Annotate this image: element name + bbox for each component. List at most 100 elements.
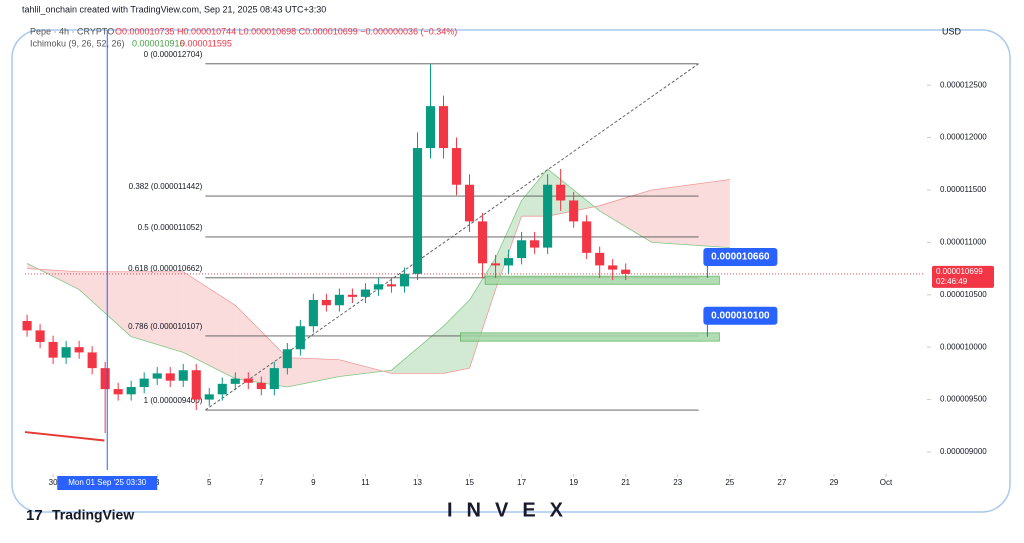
y-tick-label: 0.000012000 (940, 133, 987, 142)
candle-body (412, 148, 423, 274)
fib-label: 0.618 (0.000010662) (128, 264, 203, 273)
x-tick-label: 3 (155, 478, 160, 487)
candle-body (321, 300, 331, 306)
cloud-segment (339, 359, 392, 377)
cursor-box (57, 476, 158, 490)
fib-label: 0.382 (0.000011442) (129, 182, 203, 191)
x-tick-label: 15 (465, 478, 474, 487)
y-tick-label: 0.000012500 (940, 80, 987, 89)
cloud-segment (495, 200, 522, 290)
candle-body (61, 347, 71, 358)
candle-body (230, 378, 240, 384)
x-tick-label: 27 (777, 478, 786, 487)
x-tick-label: 23 (673, 478, 682, 487)
cloud-segment (131, 271, 184, 353)
candle-body (308, 300, 318, 327)
candle-body (595, 252, 605, 266)
x-tick-label: 9 (311, 478, 316, 487)
fib-label: 0.5 (0.000011052) (138, 223, 203, 232)
candle-body (517, 240, 527, 259)
candle-body (491, 263, 501, 266)
y-tick-label: 0.000011000 (940, 237, 987, 246)
indicator-value: 0.000011595 (180, 38, 232, 48)
frame (11, 29, 1011, 513)
candle-body (425, 106, 436, 149)
x-tick-label: 11 (361, 478, 370, 487)
zone (460, 332, 720, 342)
x-tick-label: 29 (829, 478, 838, 487)
candle-body (165, 373, 175, 381)
candle-body (295, 326, 305, 350)
logo-mark: 17 (26, 507, 43, 524)
cursor-label: Mon 01 Sep '25 03:30 (68, 478, 147, 487)
cloud-line (26, 168, 730, 388)
candle-body (386, 284, 397, 287)
cloud-segment (651, 179, 730, 248)
candle-body (48, 341, 58, 358)
candle-body (530, 240, 540, 248)
zone-callout (703, 248, 778, 267)
y-tick-label: 0.000010500 (940, 290, 987, 299)
drawn-line (24, 431, 105, 442)
candle-body (256, 382, 266, 390)
candle-body (334, 294, 344, 306)
candle-body (464, 184, 475, 222)
candle-body (217, 383, 227, 395)
fib-label: 0 (0.000012704) (144, 50, 203, 59)
fib-label: 0.786 (0.000010107) (128, 322, 203, 331)
x-tick-label: 17 (517, 478, 526, 487)
currency: USD (942, 26, 962, 36)
cloud-segment (599, 189, 652, 243)
fib-label: 1 (0.000009400) (144, 396, 203, 405)
countdown: 02:46:49 (936, 277, 968, 286)
candle-body (608, 265, 618, 270)
zone-callout (703, 306, 778, 325)
candle-body (451, 148, 462, 185)
candle-body (543, 184, 553, 248)
x-tick-label: 19 (569, 478, 578, 487)
last-price-label: 0.000010699 (936, 267, 983, 276)
candle-body (35, 330, 45, 342)
candle-body (126, 386, 136, 395)
symbol: Pepe · 4h · CRYPTO (30, 26, 114, 36)
candle-body (347, 294, 357, 297)
candle-body (100, 368, 110, 390)
candle-body (152, 373, 162, 379)
indicator-value: 0.000010916 (132, 38, 185, 48)
ohlc: O0.000010735 H0.000010744 L0.000010698 C… (115, 26, 457, 36)
author-line: tahlil_onchain created with TradingView.… (22, 4, 326, 14)
candle-body (373, 284, 383, 290)
logo-text: TradingView (52, 507, 134, 523)
x-tick-label: 13 (413, 478, 422, 487)
indicator: Ichimoku (9, 26, 52, 26) (30, 38, 125, 48)
candle-body (87, 352, 97, 369)
candle-body (282, 349, 292, 369)
zone-label: 0.000010100 (711, 310, 770, 321)
candle-body (22, 320, 32, 331)
candle-body (360, 289, 370, 297)
candle-body (556, 184, 566, 201)
cloud-segment (235, 305, 288, 387)
x-tick-label: 21 (621, 478, 630, 487)
x-tick-label: 30 (49, 478, 58, 487)
candle-body (399, 273, 410, 287)
cloud-segment (287, 357, 340, 387)
zone (484, 275, 720, 285)
y-tick-label: 0.000010000 (940, 342, 987, 351)
cloud-segment (443, 300, 470, 374)
candle-body (204, 394, 214, 400)
candle-body (569, 200, 579, 222)
x-tick-label: 5 (207, 478, 212, 487)
cloud-segment (521, 169, 548, 217)
candle-body (582, 221, 592, 253)
y-tick-label: 0.000009000 (940, 447, 987, 456)
x-tick-label: Oct (880, 478, 893, 487)
zone-label: 0.000010660 (711, 252, 770, 263)
candle-body (178, 370, 188, 381)
candle-body (243, 378, 253, 383)
y-tick-label: 0.000009500 (940, 395, 987, 404)
candle-body (113, 389, 123, 395)
y-tick-label: 0.000011500 (940, 185, 987, 194)
x-tick-label: 25 (725, 478, 734, 487)
